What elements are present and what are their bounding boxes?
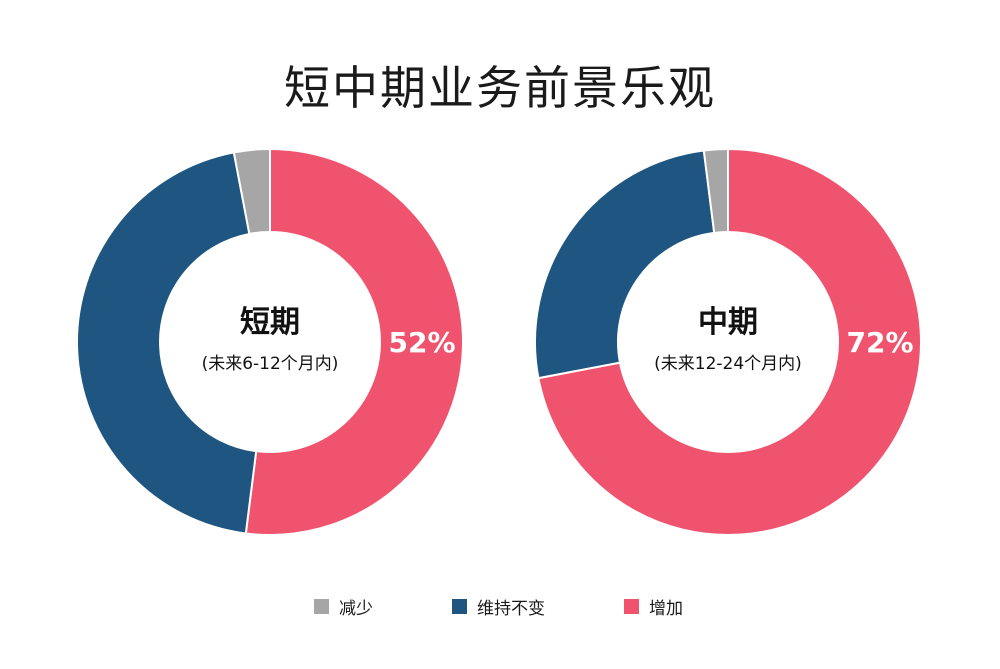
- donut-slice: [702, 147, 729, 234]
- legend-item-increase: 增加: [624, 594, 683, 619]
- donut-slice: [537, 147, 922, 536]
- legend-swatch-decrease: [314, 599, 329, 614]
- legend-swatch-increase: [624, 599, 639, 614]
- donut-slice: [244, 147, 464, 536]
- legend-label-same: 维持不变: [477, 599, 545, 619]
- legend-item-same: 维持不变: [452, 594, 545, 619]
- center-subtitle: (未来12-24个月内): [654, 354, 802, 374]
- donut-slice: [76, 151, 258, 535]
- center-title: 短期: [240, 305, 300, 340]
- legend-item-decrease: 减少: [314, 594, 373, 619]
- center-subtitle: (未来6-12个月内): [202, 354, 339, 374]
- highlight-label: 72%: [846, 326, 913, 359]
- legend-swatch-same: [452, 599, 467, 614]
- legend-label-decrease: 减少: [339, 599, 373, 619]
- donut-slice: [232, 147, 271, 236]
- legend: 减少 维持不变 增加: [0, 594, 1000, 619]
- chart-title: 短中期业务前景乐观: [284, 61, 716, 115]
- center-title: 中期: [698, 305, 758, 340]
- highlight-label: 52%: [388, 326, 455, 359]
- donut-slice: [534, 149, 716, 380]
- legend-label-increase: 增加: [649, 599, 683, 619]
